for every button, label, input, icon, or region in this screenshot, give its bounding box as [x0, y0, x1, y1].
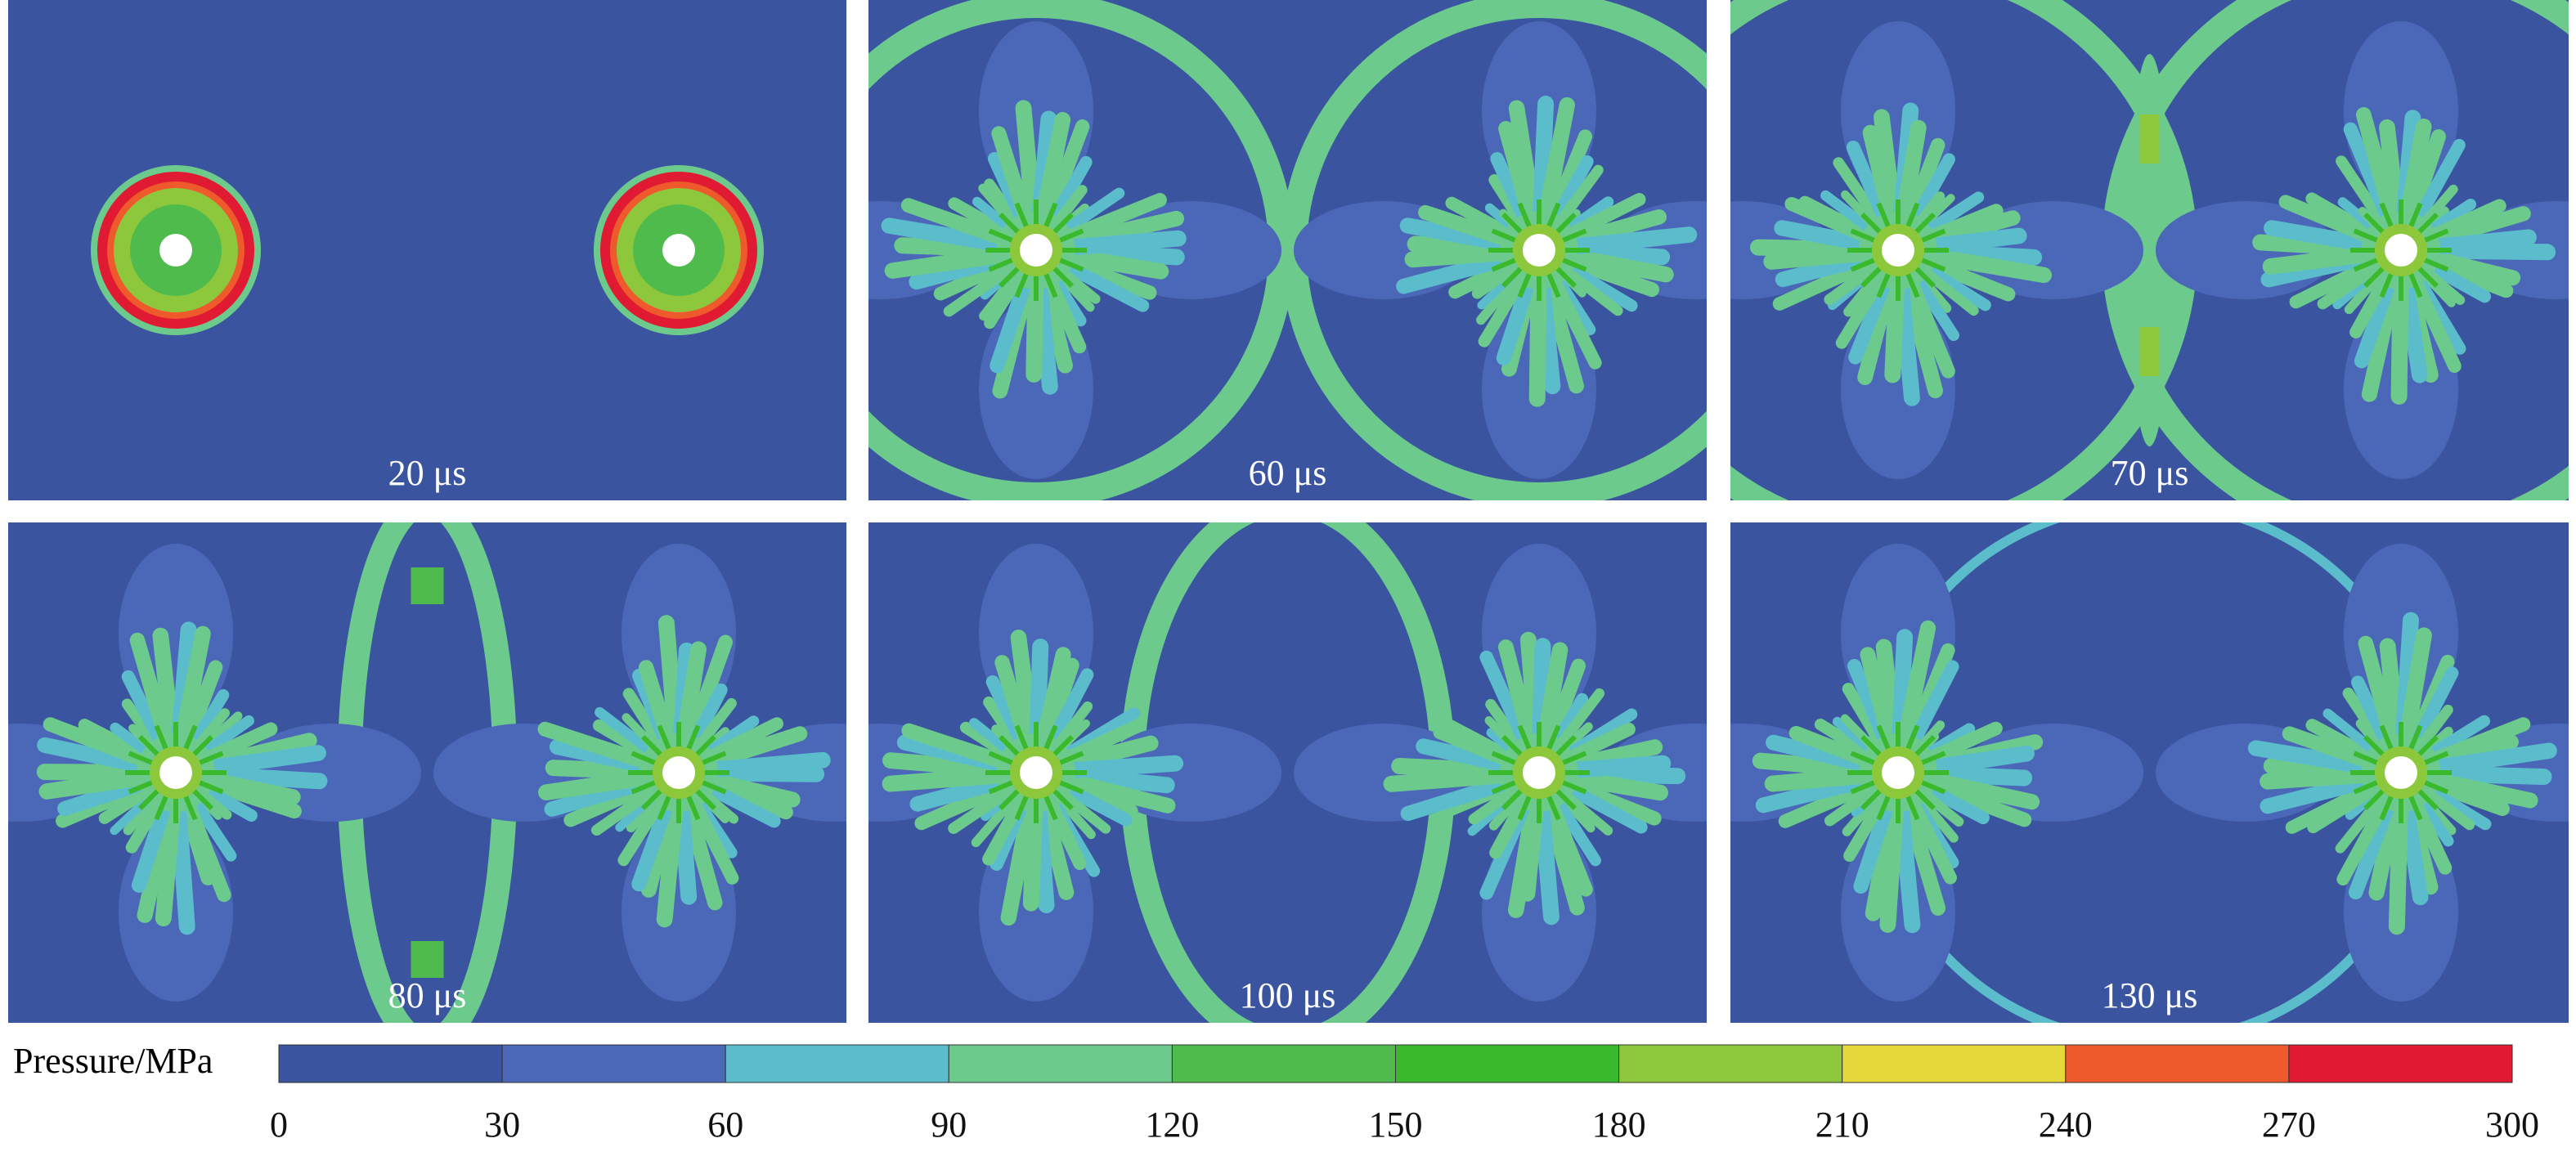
time-label: 130 μs: [2102, 975, 2198, 1015]
panel: 100 μs: [868, 522, 1707, 1023]
borehole: [1523, 234, 1555, 267]
colorbar-segment: [725, 1044, 949, 1083]
wave-superposition: [411, 567, 444, 604]
panel: 60 μs: [868, 0, 1707, 500]
panel: 70 μs: [1730, 0, 2569, 500]
time-label: 70 μs: [2111, 453, 2189, 493]
time-label: 60 μs: [1249, 453, 1327, 493]
colorbar-tick-label: 180: [1592, 1105, 1646, 1145]
colorbar-segment: [2065, 1044, 2290, 1083]
wave-superposition: [411, 941, 444, 978]
borehole: [662, 234, 695, 267]
time-label: 20 μs: [388, 453, 467, 493]
panel: 20 μs: [8, 0, 846, 500]
borehole: [159, 234, 192, 267]
borehole: [1523, 756, 1555, 789]
colorbar-tick-label: 30: [484, 1105, 520, 1145]
borehole: [159, 756, 192, 789]
borehole: [1882, 756, 1914, 789]
wave-superposition: [2139, 327, 2160, 376]
colorbar: 0 30 60 90 120 150 180 210 240 270 300: [270, 1044, 2539, 1145]
time-label: 80 μs: [388, 975, 467, 1015]
colorbar-tick-label: 150: [1369, 1105, 1423, 1145]
colorbar-segment: [278, 1044, 503, 1083]
colorbar-tick-label: 300: [2485, 1105, 2539, 1145]
colorbar-segment: [1395, 1044, 1620, 1083]
colorbar-segment: [2288, 1044, 2513, 1083]
colorbar-segment: [948, 1044, 1173, 1083]
borehole: [1020, 756, 1052, 789]
colorbar-segment: [1171, 1044, 1397, 1083]
panels: 20 μs 60 μs 70 μs 80 μs 100 μs 130 μs: [8, 0, 2569, 1023]
borehole: [2385, 756, 2417, 789]
colorbar-title: Pressure/MPa: [13, 1041, 213, 1081]
colorbar-tick-label: 240: [2039, 1105, 2093, 1145]
colorbar-segment: [1842, 1044, 2067, 1083]
colorbar-tick-label: 0: [270, 1105, 288, 1145]
colorbar-tick-label: 270: [2262, 1105, 2316, 1145]
borehole: [1882, 234, 1914, 267]
time-label: 100 μs: [1240, 975, 1336, 1015]
panel: 130 μs: [1730, 522, 2569, 1023]
colorbar-segment: [1618, 1044, 1843, 1083]
borehole: [2385, 234, 2417, 267]
colorbar-tick-label: 60: [707, 1105, 743, 1145]
borehole: [662, 756, 695, 789]
colorbar-tick-label: 210: [1815, 1105, 1869, 1145]
wave-superposition: [2128, 54, 2171, 446]
borehole: [1020, 234, 1052, 267]
wave-superposition: [2139, 114, 2160, 164]
colorbar-tick-label: 90: [931, 1105, 967, 1145]
colorbar-tick-label: 120: [1145, 1105, 1199, 1145]
panel: 80 μs: [8, 522, 846, 1023]
colorbar-segment: [501, 1044, 726, 1083]
